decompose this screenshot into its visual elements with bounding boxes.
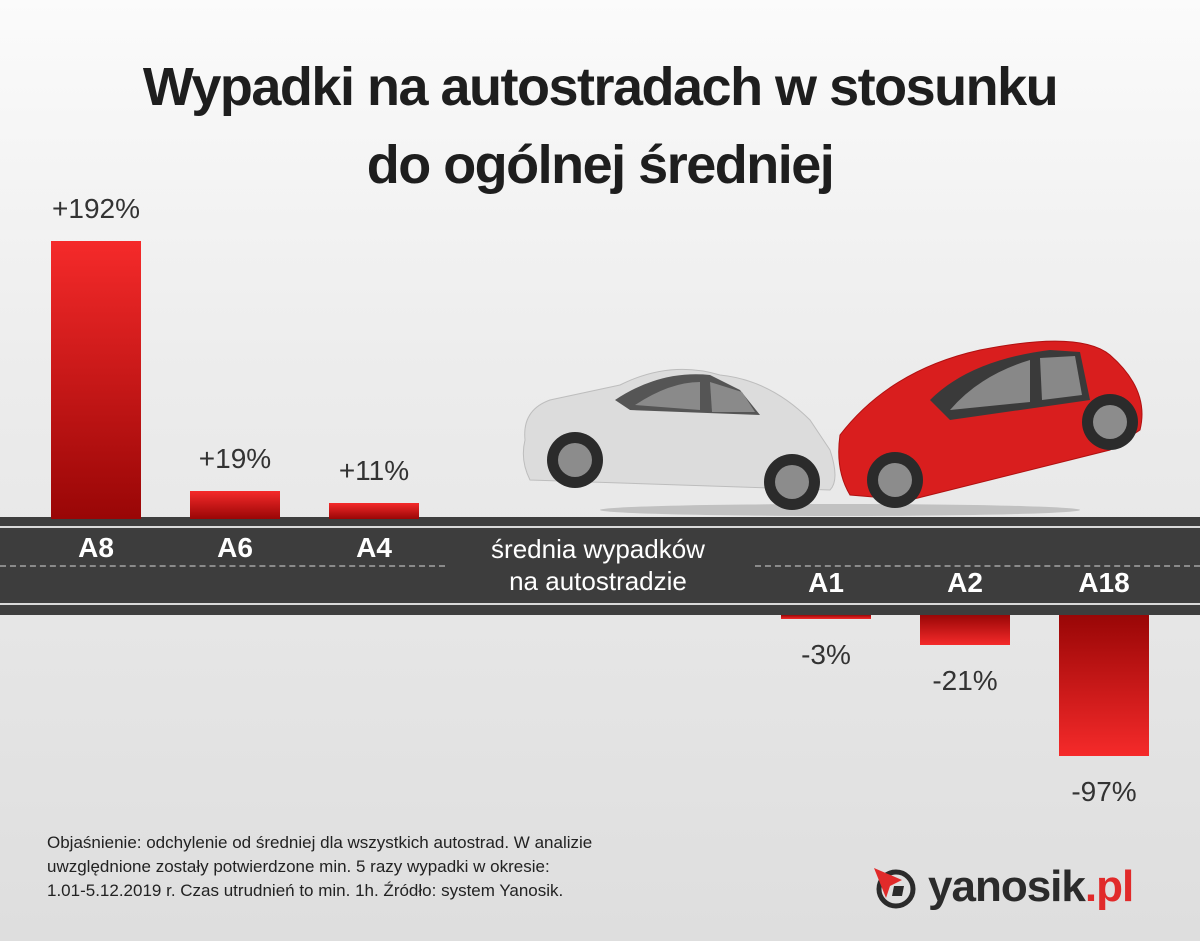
title-line-2: do ogólnej średniej bbox=[366, 135, 835, 195]
data-label: +11% bbox=[338, 455, 410, 487]
crashing-cars-illustration bbox=[522, 340, 1143, 516]
category-label: A8 bbox=[78, 532, 114, 563]
red-car-icon bbox=[838, 340, 1143, 508]
road-edge-line bbox=[0, 603, 1200, 605]
bar-a4 bbox=[329, 503, 419, 519]
footnote-line-1: Objaśnienie: odchylenie od średniej dla … bbox=[47, 833, 593, 852]
category-label: A6 bbox=[217, 532, 253, 563]
footnote-line-3: 1.01-5.12.2019 r. Czas utrudnień to min.… bbox=[47, 881, 564, 900]
category-label: A4 bbox=[356, 532, 392, 563]
logo-text: yanosik.pl bbox=[928, 862, 1134, 912]
yanosik-logo: yanosik.pl bbox=[872, 862, 1134, 912]
road-dash-line bbox=[0, 565, 445, 567]
data-label: -3% bbox=[801, 639, 851, 671]
data-label: +19% bbox=[198, 443, 272, 475]
footnote-line-2: uwzględnione zostały potwierdzone min. 5… bbox=[47, 857, 550, 876]
category-label: A1 bbox=[808, 567, 844, 598]
bar-a8 bbox=[51, 240, 141, 519]
data-label: +192% bbox=[52, 192, 140, 224]
baseline-label-line-1: średnia wypadków bbox=[491, 534, 705, 564]
logo-suffix: .pl bbox=[1084, 862, 1134, 911]
road-edge-line bbox=[0, 526, 1200, 528]
compass-arrow-icon bbox=[874, 868, 916, 909]
data-label: -21% bbox=[932, 665, 998, 697]
baseline-label-line-2: na autostradzie bbox=[509, 566, 687, 596]
chart-title: Wypadki na autostradach w stosunku do og… bbox=[0, 48, 1200, 204]
logo-name: yanosik bbox=[928, 862, 1086, 911]
data-label: -97% bbox=[1071, 775, 1137, 807]
category-label: A18 bbox=[1078, 567, 1130, 598]
title-line-1: Wypadki na autostradach w stosunku bbox=[142, 57, 1059, 117]
footnote: Objaśnienie: odchylenie od średniej dla … bbox=[47, 831, 767, 903]
baseline-label: średnia wypadków na autostradzie bbox=[468, 533, 728, 597]
bar-a6 bbox=[190, 491, 280, 519]
bar-a18 bbox=[1059, 615, 1149, 756]
road-baseline bbox=[0, 517, 1200, 615]
road-dash-line bbox=[755, 565, 1200, 567]
bar-a1 bbox=[781, 615, 871, 620]
bar-a2 bbox=[920, 615, 1010, 646]
white-car-icon bbox=[522, 368, 836, 510]
category-label: A2 bbox=[947, 567, 983, 598]
